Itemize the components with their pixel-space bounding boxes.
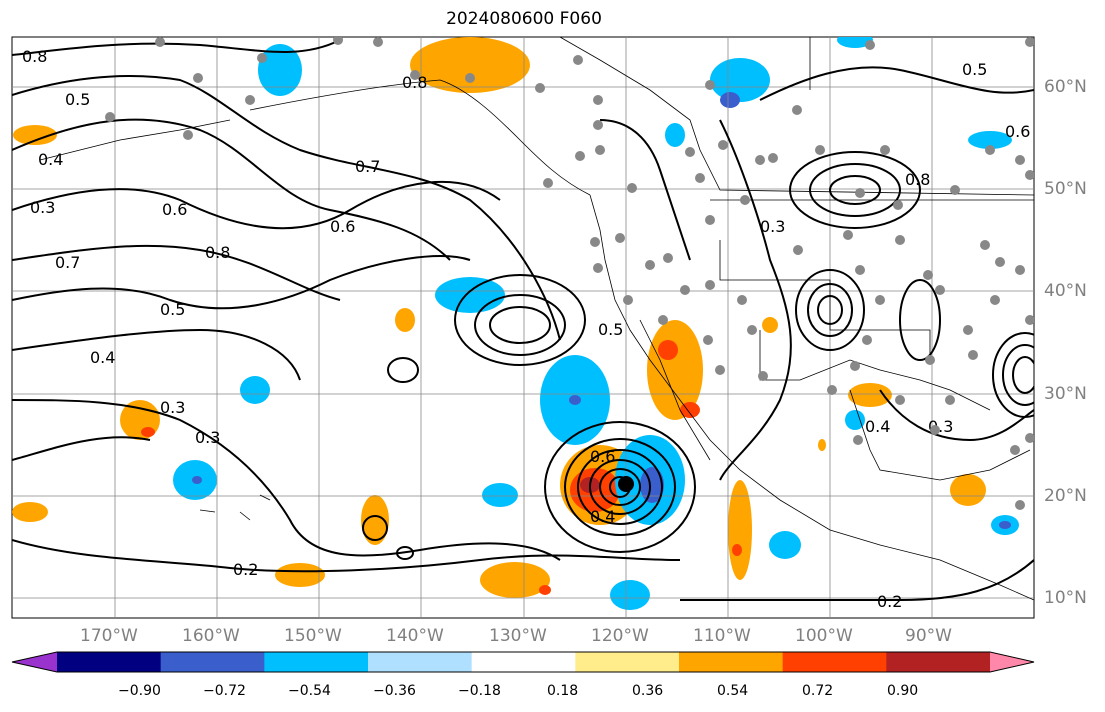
lon-label-100w: 100°W	[795, 626, 853, 646]
colorbar-tick-label: −0.18	[458, 683, 501, 699]
colorbar-tick-label: 0.18	[547, 683, 579, 699]
contour-label: 0.5	[962, 60, 987, 79]
shaded-anomaly-regions	[12, 37, 1019, 610]
contour-label: 0.3	[195, 428, 220, 447]
contour-lines	[12, 39, 1034, 602]
lon-label-120w: 120°W	[591, 626, 649, 646]
contour-label: 0.7	[55, 253, 80, 272]
lon-label-90w: 90°W	[905, 626, 952, 646]
colorbar-segment	[782, 652, 887, 672]
contour-label: 0.3	[30, 198, 55, 217]
colorbar-right-extend	[990, 652, 1034, 672]
contour-label: 0.8	[205, 243, 230, 262]
map-panel: 0.8 0.5 0.4 0.3 0.7 0.6 0.8 0.6 0.5 0.4 …	[11, 36, 1035, 619]
contour-label: 0.8	[22, 47, 47, 66]
colorbar-segment	[471, 652, 576, 672]
lon-label-130w: 130°W	[489, 626, 547, 646]
lat-label-40n: 40°N	[1044, 281, 1087, 301]
contour-label: 0.8	[402, 73, 427, 92]
map-title: 2024080600 F060	[446, 9, 602, 29]
colorbar-tick-label: 0.90	[887, 683, 919, 699]
contour-label: 0.6	[590, 447, 615, 466]
contour-label: 0.2	[877, 592, 902, 611]
lat-label-60n: 60°N	[1044, 77, 1087, 97]
storm-center-marker	[618, 476, 634, 492]
lon-label-160w: 160°W	[182, 626, 240, 646]
colorbar-left-extend	[12, 652, 57, 672]
contour-label: 0.5	[65, 90, 90, 109]
colorbar-segment	[886, 652, 991, 672]
lat-label-30n: 30°N	[1044, 384, 1087, 404]
contour-label: 0.7	[355, 157, 380, 176]
contour-label: 0.3	[760, 217, 785, 236]
colorbar-tick-label: −0.90	[118, 683, 161, 699]
contour-label: 0.6	[162, 200, 187, 219]
contour-label: 0.3	[160, 398, 185, 417]
colorbar-segment	[264, 652, 369, 672]
contour-label: 0.4	[38, 150, 63, 169]
lon-label-140w: 140°W	[386, 626, 444, 646]
colorbar-segment	[57, 652, 162, 672]
contour-label: 0.4	[590, 507, 615, 526]
contour-labels: 0.8 0.5 0.4 0.3 0.7 0.6 0.8 0.6 0.5 0.4 …	[22, 47, 1030, 611]
contour-label: 0.4	[865, 417, 890, 436]
contour-label: 0.4	[90, 348, 115, 367]
lat-label-50n: 50°N	[1044, 179, 1087, 199]
colorbar-tick-label: 0.36	[632, 683, 664, 699]
contour-label: 0.2	[233, 560, 258, 579]
colorbar-tick-label: −0.72	[203, 683, 246, 699]
lon-label-110w: 110°W	[693, 626, 751, 646]
lon-label-170w: 170°W	[80, 626, 138, 646]
contour-label: 0.6	[330, 217, 355, 236]
colorbar-tick-label: −0.36	[373, 683, 416, 699]
lon-label-150w: 150°W	[284, 626, 342, 646]
colorbar-segment	[368, 652, 473, 672]
colorbar-outline	[11, 651, 1035, 673]
lat-label-10n: 10°N	[1044, 588, 1087, 608]
colorbar-segment	[679, 652, 784, 672]
colorbar-tick-label: 0.54	[717, 683, 749, 699]
colorbar-segment	[160, 652, 265, 672]
colorbar-segment	[575, 652, 680, 672]
contour-label: 0.5	[160, 300, 185, 319]
colorbar	[11, 651, 1035, 673]
gridlines	[12, 37, 1034, 618]
station-markers	[105, 37, 1034, 510]
coastlines	[39, 37, 1034, 601]
contour-label: 0.6	[1005, 122, 1030, 141]
contour-label: 0.8	[905, 170, 930, 189]
colorbar-tick-label: 0.72	[802, 683, 834, 699]
contour-label: 0.5	[598, 320, 623, 339]
lat-label-20n: 20°N	[1044, 486, 1087, 506]
colorbar-tick-label: −0.54	[288, 683, 331, 699]
